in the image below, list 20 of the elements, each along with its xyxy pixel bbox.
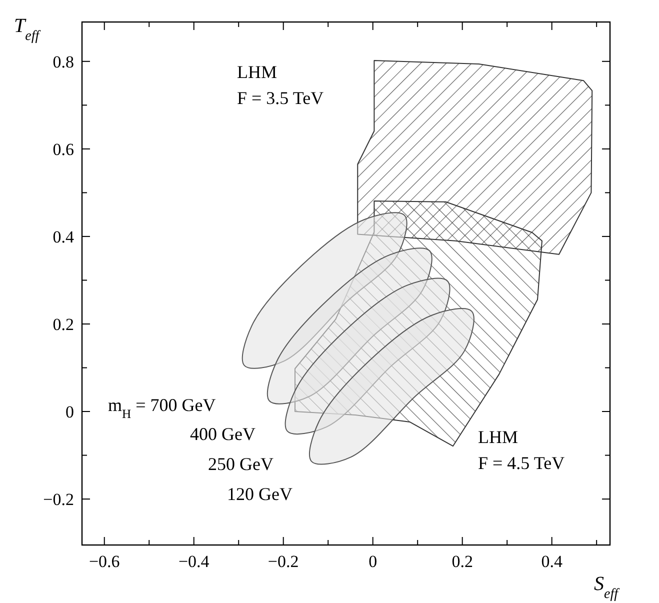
annotation: 250 GeV	[208, 454, 274, 474]
x-tick-label: 0.4	[541, 552, 563, 571]
x-tick-label: −0.2	[268, 552, 299, 571]
y-tick-label: 0.2	[52, 314, 74, 334]
y-tick-label: 0.4	[52, 227, 74, 246]
annotation: 120 GeV	[227, 484, 292, 504]
y-axis-title: T$_{eff}$	[14, 15, 42, 44]
y-tick-label: 0	[66, 402, 74, 422]
y-tick-label: 0.8	[52, 52, 74, 72]
x-tick-label: −0.6	[88, 552, 120, 571]
y-tick-label: −0.2	[43, 490, 74, 510]
annotation: LHM F = 4.5 TeV	[478, 427, 565, 473]
annotation: LHM F = 3.5 TeV	[237, 62, 324, 108]
x-axis-title: S$_{eff}$	[594, 573, 620, 602]
annotation: m$_{H}$ = 700 GeV	[108, 395, 216, 421]
x-tick-label: 0.2	[452, 552, 473, 571]
y-tick-label: 0.6	[52, 140, 74, 159]
x-tick-label: −0.4	[178, 552, 210, 571]
annotation: 400 GeV	[190, 424, 256, 444]
x-tick-label: 0	[368, 552, 378, 571]
